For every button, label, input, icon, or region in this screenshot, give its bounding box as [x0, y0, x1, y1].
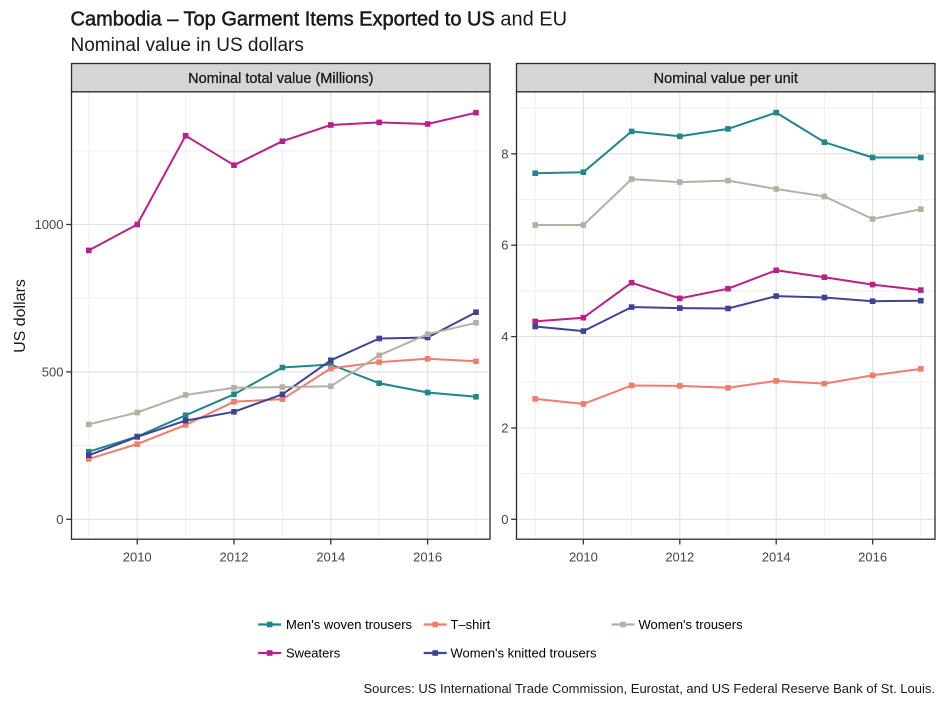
- svg-text:2016: 2016: [413, 550, 442, 565]
- svg-text:2010: 2010: [569, 550, 598, 565]
- svg-text:2012: 2012: [665, 550, 694, 565]
- svg-text:Women's knitted trousers: Women's knitted trousers: [451, 646, 598, 661]
- svg-text:0: 0: [56, 512, 63, 527]
- svg-text:Nominal total value (Millions): Nominal total value (Millions): [188, 71, 373, 87]
- svg-text:2012: 2012: [220, 550, 249, 565]
- svg-text:Sweaters: Sweaters: [286, 646, 341, 661]
- svg-text:8: 8: [501, 146, 508, 161]
- svg-text:2: 2: [501, 421, 508, 436]
- svg-text:US dollars: US dollars: [12, 279, 29, 353]
- svg-text:500: 500: [42, 364, 64, 379]
- svg-text:4: 4: [501, 329, 508, 344]
- svg-text:Nominal value in US dollars: Nominal value in US dollars: [71, 35, 304, 56]
- svg-text:2016: 2016: [858, 550, 887, 565]
- svg-text:Sources: US International Trad: Sources: US International Trade Commissi…: [363, 681, 935, 696]
- svg-text:Cambodia – Top Garment Items E: Cambodia – Top Garment Items Exported to…: [71, 9, 568, 31]
- svg-text:Nominal value per unit: Nominal value per unit: [654, 71, 798, 87]
- svg-text:2010: 2010: [123, 550, 152, 565]
- svg-text:Men's woven trousers: Men's woven trousers: [286, 617, 413, 632]
- svg-text:Women's trousers: Women's trousers: [639, 617, 744, 632]
- svg-text:2014: 2014: [316, 550, 345, 565]
- svg-text:6: 6: [501, 238, 508, 253]
- svg-text:1000: 1000: [35, 217, 64, 232]
- svg-text:2014: 2014: [762, 550, 791, 565]
- svg-text:0: 0: [501, 512, 508, 527]
- svg-text:T–shirt: T–shirt: [451, 617, 491, 632]
